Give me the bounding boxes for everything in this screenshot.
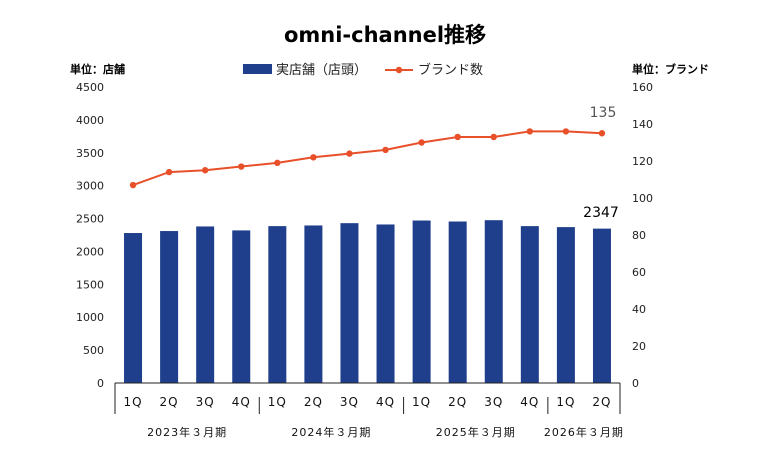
line-point (310, 154, 317, 161)
bar (376, 224, 395, 383)
legend-line-marker (395, 66, 403, 74)
bar (160, 231, 179, 383)
line-point (382, 146, 389, 154)
legend-bar-swatch (243, 64, 272, 74)
right-tick-label: 60 (632, 266, 646, 279)
quarter-label: 1Q (556, 395, 575, 409)
bar (520, 226, 539, 383)
bar (484, 220, 503, 383)
left-tick-label: 3000 (76, 180, 104, 193)
left-tick-label: 2500 (76, 213, 104, 226)
line-point (238, 163, 245, 170)
last-bar-annotation: 2347 (583, 205, 619, 221)
left-axis-unit: 単位：店舗 (70, 62, 125, 76)
bar (268, 226, 287, 383)
quarter-label: 4Q (520, 395, 539, 409)
x-axis: 1Q 2Q 3Q 4Q 1Q 2Q 3Q 4Q 1Q 2Q 3Q 4Q 1Q 2Q 2023年３月期 2024… (114, 382, 624, 439)
bar (592, 228, 611, 383)
quarter-label: 2Q (448, 395, 467, 409)
line-point (346, 150, 353, 157)
right-tick-label: 120 (632, 155, 653, 168)
legend-bar-label: 実店舗（店頭） (276, 62, 367, 78)
left-tick-label: 2000 (76, 245, 104, 258)
line-point (201, 167, 209, 174)
line-point (490, 133, 497, 141)
line-point (418, 139, 425, 146)
quarter-label: 3Q (484, 395, 503, 409)
bar (232, 230, 251, 383)
left-tick-label: 500 (83, 344, 104, 357)
bar (124, 233, 143, 383)
right-tick-label: 40 (632, 303, 646, 316)
line-point (454, 133, 461, 141)
bar (340, 223, 359, 383)
bar (448, 221, 467, 383)
quarter-label: 3Q (340, 395, 359, 409)
right-axis-unit: 単位：ブランド (632, 62, 709, 76)
line-point (274, 159, 281, 167)
left-axis-ticks: 0 500 1000 1500 2000 2500 3000 3500 4000 4500 (76, 81, 104, 390)
left-tick-label: 3500 (76, 147, 104, 160)
brand-line-path (132, 130, 603, 186)
chart-title: omni-channel推移 (284, 23, 486, 47)
quarter-label: 2Q (160, 395, 179, 409)
line-point (526, 128, 534, 135)
store-bars (124, 220, 611, 383)
brand-line (129, 128, 606, 189)
year-label: 2025年３月期 (436, 425, 516, 439)
right-axis-ticks: 0 20 40 60 80 100 120 140 160 (632, 81, 653, 390)
line-point (598, 130, 606, 137)
quarter-label: 1Q (123, 395, 142, 409)
quarter-label: 3Q (196, 395, 215, 409)
quarter-label: 2Q (304, 395, 323, 409)
quarter-label: 1Q (412, 395, 431, 409)
quarter-label: 2Q (592, 395, 611, 409)
right-tick-label: 140 (632, 118, 653, 131)
bar (304, 225, 323, 383)
year-label: 2023年３月期 (147, 425, 227, 439)
left-tick-label: 1000 (76, 311, 104, 324)
left-tick-label: 1500 (76, 278, 104, 291)
left-tick-label: 0 (97, 377, 104, 390)
year-label: 2026年３月期 (544, 425, 624, 439)
line-point (165, 168, 173, 176)
quarter-label: 1Q (268, 395, 287, 409)
legend-line-label: ブランド数 (418, 62, 483, 78)
year-label: 2024年３月期 (291, 425, 371, 439)
line-point (562, 128, 570, 135)
right-tick-label: 160 (632, 81, 653, 94)
quarter-label: 4Q (376, 395, 395, 409)
line-point (129, 181, 137, 189)
left-tick-label: 4500 (76, 81, 104, 94)
left-tick-label: 4000 (76, 114, 104, 127)
right-tick-label: 80 (632, 229, 646, 242)
legend: 実店舗（店頭） ブランド数 (243, 62, 483, 78)
bar (412, 220, 431, 383)
last-line-annotation: 135 (590, 105, 617, 121)
right-tick-label: 0 (632, 377, 639, 390)
bar (196, 226, 215, 383)
quarter-label: 4Q (232, 395, 251, 409)
right-tick-label: 100 (632, 192, 653, 205)
bar (556, 227, 575, 383)
right-tick-label: 20 (632, 340, 646, 353)
